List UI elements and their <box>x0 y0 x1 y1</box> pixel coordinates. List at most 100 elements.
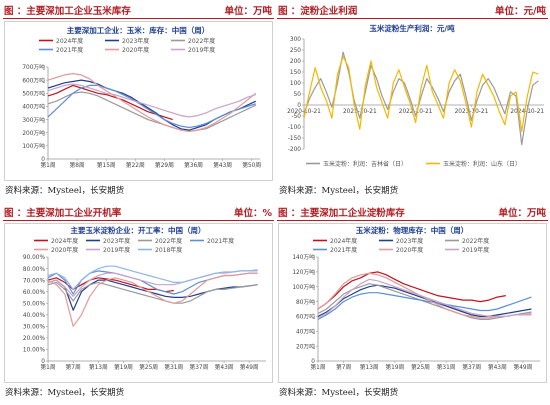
legend-label: 2023年度 <box>122 37 149 45</box>
chart-title: 玉米淀粉：物理库存：中国（周） <box>356 225 469 235</box>
panel-title-bar: 图 ：主要深加工企业淀粉库存 单位：万吨 <box>277 205 548 221</box>
x-tick-label: 2022-10-21 <box>399 109 433 115</box>
x-tick-label: 第13周 <box>360 363 379 371</box>
operating-rate-chart: 主要玉米淀粉企业：开工率：中国（周） 2024年度 2023年度 2022年度 2021… <box>4 223 273 383</box>
legend-label: 2023年度 <box>396 237 423 245</box>
x-tick-label: 第22周 <box>126 161 145 169</box>
series-line <box>47 91 257 133</box>
legend-label: 2024年度 <box>51 237 78 245</box>
legend-label: 2022年度 <box>188 37 215 45</box>
y-tick-label: 40万吨 <box>296 327 315 335</box>
y-tick-label: -100 <box>288 125 301 131</box>
x-tick-label: 第1周 <box>40 363 55 371</box>
legend-label: 2022年度 <box>462 237 489 245</box>
y-tick-label: 700万吨 <box>22 63 45 71</box>
y-tick-label: 120万吨 <box>292 268 315 276</box>
panel-operating-rate: 图 ：主要深加工企业开机率 单位：% 主要玉米淀粉企业：开工率：中国（周） 202… <box>3 202 274 399</box>
legend-label: 2020年度 <box>51 246 78 254</box>
y-tick-label: 50.00% <box>23 301 46 307</box>
series-line <box>47 272 258 327</box>
panel-title-bar: 图 ：淀粉企业利润 单位：元/吨 <box>277 3 548 19</box>
panel-title: 图 ：主要深加工企业开机率 <box>4 208 122 219</box>
source-note: 资料来源：Mysteel，长安期货 <box>279 186 399 196</box>
x-tick-label: 第49周 <box>240 363 259 371</box>
series-line <box>47 83 256 118</box>
x-tick-label: 第7周 <box>66 363 81 371</box>
chart-area: 主要深加工企业：玉米：库存：中国（周） 2024年度 2023年度 2022年度 202… <box>4 21 273 181</box>
x-tick-label: 第43周 <box>215 363 234 371</box>
x-tick-label: 第25周 <box>411 363 430 371</box>
panel-unit: 单位：万吨 <box>224 6 272 17</box>
series-line <box>47 72 257 133</box>
legend-label: 2024年度 <box>56 37 83 45</box>
y-tick-label: 90.00% <box>23 255 46 261</box>
y-tick-label: 400万吨 <box>22 103 45 111</box>
chart-frame <box>4 21 273 181</box>
panel-starch-inventory: 图 ：主要深加工企业淀粉库存 单位：万吨 玉米淀粉：物理库存：中国（周） 2024… <box>277 202 548 399</box>
panel-title-bar: 图 ：主要深加工企业开机率 单位：% <box>3 205 274 221</box>
x-tick-label: 第25周 <box>139 363 158 371</box>
panel-title: 图 ：淀粉企业利润 <box>278 6 358 17</box>
y-tick-label: 250 <box>290 48 301 54</box>
legend-label: 2020年度 <box>122 46 149 54</box>
series-line <box>317 284 532 318</box>
source-note: 资料来源：Mysteel，长安期货 <box>279 388 399 398</box>
x-tick-label: 第36周 <box>184 161 203 169</box>
series-line <box>47 265 258 291</box>
x-tick-label: 第29周 <box>155 161 174 169</box>
legend-label: 2023年度 <box>103 237 130 245</box>
y-tick-label: 600万吨 <box>22 76 45 84</box>
chart-title: 玉米淀粉生产利润：元/吨 <box>369 23 455 33</box>
y-tick-label: -200 <box>288 147 301 153</box>
x-tick-label: 第31周 <box>437 363 456 371</box>
legend-label: 玉米淀粉：利润：吉林省（日） <box>323 160 407 168</box>
y-tick-label: 100 <box>290 81 301 87</box>
y-tick-label: 140万吨 <box>292 253 315 261</box>
chart-frame <box>4 223 273 383</box>
series-line <box>47 270 258 297</box>
x-tick-label: 第31周 <box>164 363 183 371</box>
series-line <box>317 271 506 310</box>
y-tick-label: 70.00% <box>23 278 46 284</box>
legend-label: 2022年度 <box>155 237 182 245</box>
y-tick-label: 200万吨 <box>22 129 45 137</box>
x-tick-label: 第1周 <box>40 161 55 169</box>
legend-label: 2024年度 <box>330 237 357 245</box>
series-line <box>317 278 532 319</box>
y-tick-label: 100万吨 <box>22 142 45 150</box>
chart-area: 主要玉米淀粉企业：开工率：中国（周） 2024年度 2023年度 2022年度 2021… <box>4 223 273 383</box>
y-tick-label: 80万吨 <box>296 298 315 306</box>
x-tick-label: 第19周 <box>114 363 133 371</box>
y-tick-label: 20.00% <box>23 336 46 342</box>
y-tick-label: 30.00% <box>23 325 46 331</box>
x-tick-label: 第15周 <box>97 161 116 169</box>
x-tick-label: 第13周 <box>89 363 108 371</box>
legend-label: 2018年度 <box>155 246 182 254</box>
x-tick-label: 第43周 <box>488 363 507 371</box>
y-tick-label: 300 <box>290 37 301 43</box>
y-tick-label: 100万吨 <box>292 283 315 291</box>
legend-label: 2019年度 <box>462 246 489 254</box>
y-tick-label: 500万吨 <box>22 89 45 97</box>
chart-frame <box>278 223 547 383</box>
panel-starch-profit: 图 ：淀粉企业利润 单位：元/吨 玉米淀粉生产利润：元/吨玉米淀粉：利润：吉林省… <box>277 0 548 197</box>
y-tick-label: -50 <box>292 114 302 120</box>
chart-area: 玉米淀粉：物理库存：中国（周） 2024年度 2023年度 2022年度 2021年度 2… <box>278 223 547 383</box>
y-tick-label: 60万吨 <box>296 313 315 321</box>
panel-unit: 单位：万吨 <box>498 208 546 219</box>
y-tick-label: 0 <box>41 359 45 365</box>
chart-title: 主要深加工企业：玉米：库存：中国（周） <box>67 25 210 35</box>
legend-label: 2021年度 <box>56 46 83 54</box>
panel-title-bar: 图 ：主要深加工企业玉米库存 单位：万吨 <box>3 3 274 19</box>
x-tick-label: 第1周 <box>310 363 325 371</box>
y-tick-label: -150 <box>288 136 301 142</box>
series-line <box>47 279 258 311</box>
series-line <box>303 51 539 146</box>
legend-label: 2019年度 <box>103 246 130 254</box>
x-tick-label: 第43周 <box>213 161 232 169</box>
x-tick-label: 第49周 <box>513 363 532 371</box>
legend-label: 2021年度 <box>330 246 357 254</box>
series-line <box>303 55 539 133</box>
source-note: 资料来源：Mysteel，长安期货 <box>5 186 125 196</box>
